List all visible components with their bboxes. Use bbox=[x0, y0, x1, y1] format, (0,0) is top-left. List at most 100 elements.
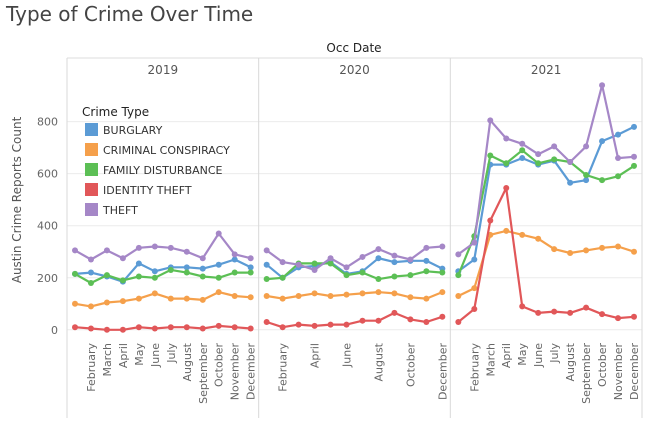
data-point-identity-theft bbox=[615, 315, 622, 322]
data-point-identity-theft bbox=[119, 326, 126, 333]
data-point-criminal-conspiracy bbox=[167, 295, 174, 302]
data-point-theft bbox=[375, 246, 382, 253]
data-point-burglary bbox=[583, 177, 590, 184]
data-point-criminal-conspiracy bbox=[615, 243, 622, 250]
data-point-identity-theft bbox=[519, 303, 526, 310]
series-line-identity-theft bbox=[265, 311, 444, 329]
data-point-theft bbox=[487, 117, 494, 124]
data-point-family-disturbance bbox=[72, 270, 78, 277]
data-point-burglary bbox=[135, 260, 142, 267]
data-point-criminal-conspiracy bbox=[151, 290, 158, 297]
data-point-family-disturbance bbox=[215, 274, 222, 281]
data-point-family-disturbance bbox=[343, 272, 350, 279]
data-point-identity-theft bbox=[167, 324, 174, 331]
x-tick-label: September bbox=[197, 343, 210, 404]
x-tick-label: November bbox=[229, 343, 242, 401]
legend-swatch-criminal-conspiracy bbox=[85, 143, 98, 156]
x-tick-label: October bbox=[213, 343, 226, 387]
data-point-burglary bbox=[391, 259, 398, 266]
legend-label-family-disturbance: FAMILY DISTURBANCE bbox=[103, 164, 223, 177]
data-point-theft bbox=[183, 248, 190, 255]
data-point-family-disturbance bbox=[375, 276, 382, 283]
data-point-theft bbox=[119, 255, 126, 262]
data-point-criminal-conspiracy bbox=[343, 291, 350, 298]
data-point-burglary bbox=[599, 138, 606, 145]
data-point-burglary bbox=[183, 264, 190, 271]
data-point-criminal-conspiracy bbox=[215, 289, 222, 296]
data-point-theft bbox=[327, 255, 334, 262]
data-point-burglary bbox=[567, 179, 574, 186]
data-point-family-disturbance bbox=[183, 269, 190, 276]
data-point-theft bbox=[311, 266, 318, 273]
y-axis-label: Austin Crime Reports Count bbox=[10, 116, 24, 283]
series-line-theft bbox=[265, 245, 444, 271]
legend-swatch-burglary bbox=[85, 123, 98, 136]
x-tick-label: April bbox=[309, 343, 322, 368]
data-point-theft bbox=[359, 253, 366, 260]
data-point-identity-theft bbox=[471, 305, 478, 312]
data-point-identity-theft bbox=[631, 313, 637, 320]
data-point-family-disturbance bbox=[151, 274, 158, 281]
data-point-criminal-conspiracy bbox=[503, 227, 510, 234]
data-point-family-disturbance bbox=[135, 273, 142, 280]
x-tick-label: December bbox=[436, 343, 449, 401]
data-point-burglary bbox=[247, 264, 254, 271]
data-point-identity-theft bbox=[311, 322, 318, 329]
data-point-theft bbox=[263, 247, 270, 254]
data-point-theft bbox=[215, 230, 222, 237]
data-point-burglary bbox=[631, 123, 637, 130]
x-tick-label: February bbox=[277, 343, 290, 392]
data-point-identity-theft bbox=[535, 309, 542, 316]
data-point-identity-theft bbox=[487, 217, 494, 224]
y-tick-label: 400 bbox=[37, 220, 58, 233]
data-point-identity-theft bbox=[567, 309, 574, 316]
x-tick-label: December bbox=[628, 343, 641, 401]
data-point-criminal-conspiracy bbox=[471, 285, 478, 292]
x-tick-label: February bbox=[85, 343, 98, 392]
data-point-criminal-conspiracy bbox=[583, 247, 590, 254]
data-point-criminal-conspiracy bbox=[247, 294, 254, 301]
legend-label-identity-theft: IDENTITY THEFT bbox=[103, 184, 192, 197]
x-tick-label: June bbox=[532, 343, 545, 368]
data-point-criminal-conspiracy bbox=[135, 295, 142, 302]
data-point-criminal-conspiracy bbox=[535, 235, 542, 242]
data-point-criminal-conspiracy bbox=[375, 289, 382, 296]
y-tick-label: 600 bbox=[37, 168, 58, 181]
data-point-family-disturbance bbox=[327, 260, 334, 267]
data-point-theft bbox=[231, 251, 238, 258]
legend-items: BURGLARY CRIMINAL CONSPIRACY FAMILY DISTUR… bbox=[85, 123, 230, 217]
data-point-burglary bbox=[519, 155, 526, 162]
data-point-criminal-conspiracy bbox=[103, 299, 110, 306]
data-point-identity-theft bbox=[551, 308, 558, 315]
data-point-theft bbox=[503, 135, 510, 142]
x-tick-label: July bbox=[165, 343, 178, 364]
y-tick-label: 200 bbox=[37, 272, 58, 285]
data-point-identity-theft bbox=[247, 325, 254, 332]
data-point-theft bbox=[599, 82, 606, 89]
data-point-identity-theft bbox=[583, 304, 590, 311]
year-header-2021: 2021 bbox=[531, 63, 562, 77]
data-point-burglary bbox=[151, 268, 158, 275]
data-point-identity-theft bbox=[359, 317, 366, 324]
x-tick-label: August bbox=[181, 342, 194, 381]
data-point-criminal-conspiracy bbox=[263, 292, 270, 299]
data-point-criminal-conspiracy bbox=[72, 300, 78, 307]
data-point-family-disturbance bbox=[279, 274, 286, 281]
data-point-theft bbox=[103, 247, 110, 254]
data-point-theft bbox=[583, 143, 590, 150]
data-point-theft bbox=[295, 261, 302, 268]
data-point-criminal-conspiracy bbox=[311, 290, 318, 297]
data-point-identity-theft bbox=[407, 316, 414, 323]
data-point-theft bbox=[279, 259, 286, 266]
x-axis-ticks: February March April May June July August Septe… bbox=[85, 342, 641, 403]
data-point-identity-theft bbox=[599, 311, 606, 318]
data-point-identity-theft bbox=[151, 325, 158, 332]
legend: Crime Type BURGLARY CRIMINAL CONSPIRACY FA… bbox=[82, 105, 230, 217]
y-axis-ticks: 0 200 400 600 800 bbox=[37, 116, 58, 337]
data-point-family-disturbance bbox=[455, 272, 462, 279]
data-point-criminal-conspiracy bbox=[599, 244, 606, 251]
legend-swatch-identity-theft bbox=[85, 183, 98, 196]
data-point-theft bbox=[135, 244, 142, 251]
data-point-family-disturbance bbox=[631, 162, 637, 169]
